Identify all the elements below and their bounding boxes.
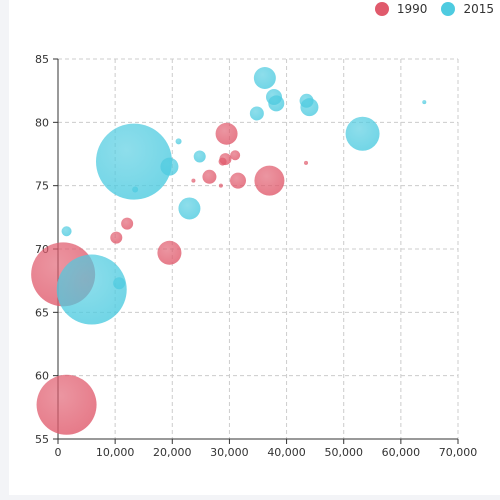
- bubble-2015[interactable]: [422, 100, 427, 105]
- y-tick-label: 75: [35, 180, 49, 193]
- legend-swatch-1990: [374, 2, 389, 16]
- bubble-2015[interactable]: [160, 157, 179, 176]
- bubble-1990[interactable]: [215, 122, 238, 145]
- bubble-2015[interactable]: [178, 197, 201, 220]
- bubble-2015[interactable]: [96, 123, 172, 200]
- y-tick-label: 60: [35, 370, 49, 383]
- bubble-1990[interactable]: [304, 160, 308, 165]
- y-tick-label: 85: [35, 53, 49, 66]
- x-tick-label: 0: [55, 446, 62, 459]
- bubble-layer: [31, 67, 427, 435]
- bubble-1990[interactable]: [191, 178, 196, 183]
- x-tick-label: 40,000: [267, 446, 306, 459]
- bubble-1990[interactable]: [202, 169, 217, 184]
- bottom-panel-strip: [0, 495, 500, 500]
- bubble-1990[interactable]: [121, 217, 134, 230]
- bubble-1990[interactable]: [36, 374, 97, 435]
- x-tick-label: 10,000: [96, 446, 135, 459]
- y-tick-label: 65: [35, 306, 49, 319]
- x-tick-label: 70,000: [439, 446, 478, 459]
- bubble-1990[interactable]: [230, 172, 246, 189]
- y-tick-label: 80: [35, 116, 49, 129]
- x-tick-label: 20,000: [153, 446, 192, 459]
- bubble-2015[interactable]: [61, 226, 72, 237]
- legend-swatch-2015: [441, 2, 456, 16]
- chart-legend: 1990 2015: [374, 2, 494, 16]
- bubble-2015[interactable]: [249, 106, 264, 121]
- bubble-1990[interactable]: [218, 157, 227, 166]
- bubble-2015[interactable]: [345, 116, 380, 151]
- bubble-2015[interactable]: [268, 95, 285, 112]
- legend-item-2015[interactable]: 2015: [441, 2, 494, 16]
- x-tick-label: 60,000: [382, 446, 421, 459]
- bubble-1990[interactable]: [110, 231, 123, 244]
- bubble-1990[interactable]: [230, 150, 241, 161]
- bubble-2015[interactable]: [193, 150, 206, 163]
- x-tick-label: 50,000: [324, 446, 363, 459]
- bubble-2015[interactable]: [300, 98, 319, 117]
- bubble-1990[interactable]: [218, 183, 223, 188]
- axes: 0 10,000 20,000 30,000 40,000 50,000 60,000 70,…: [35, 53, 477, 459]
- legend-label-1990: 1990: [396, 2, 428, 16]
- bubble-2015[interactable]: [175, 138, 182, 145]
- bubble-2015[interactable]: [253, 67, 276, 89]
- bubble-2015[interactable]: [113, 277, 126, 290]
- legend-label-2015: 2015: [463, 2, 494, 16]
- bubble-2015[interactable]: [132, 186, 139, 193]
- x-tick-label: 30,000: [210, 446, 249, 459]
- legend-item-1990[interactable]: 1990: [374, 2, 428, 16]
- left-panel-strip: [0, 0, 9, 500]
- y-tick-label: 55: [35, 433, 49, 446]
- bubble-2015[interactable]: [56, 254, 127, 325]
- bubble-1990[interactable]: [254, 165, 285, 196]
- bubble-1990[interactable]: [157, 240, 182, 265]
